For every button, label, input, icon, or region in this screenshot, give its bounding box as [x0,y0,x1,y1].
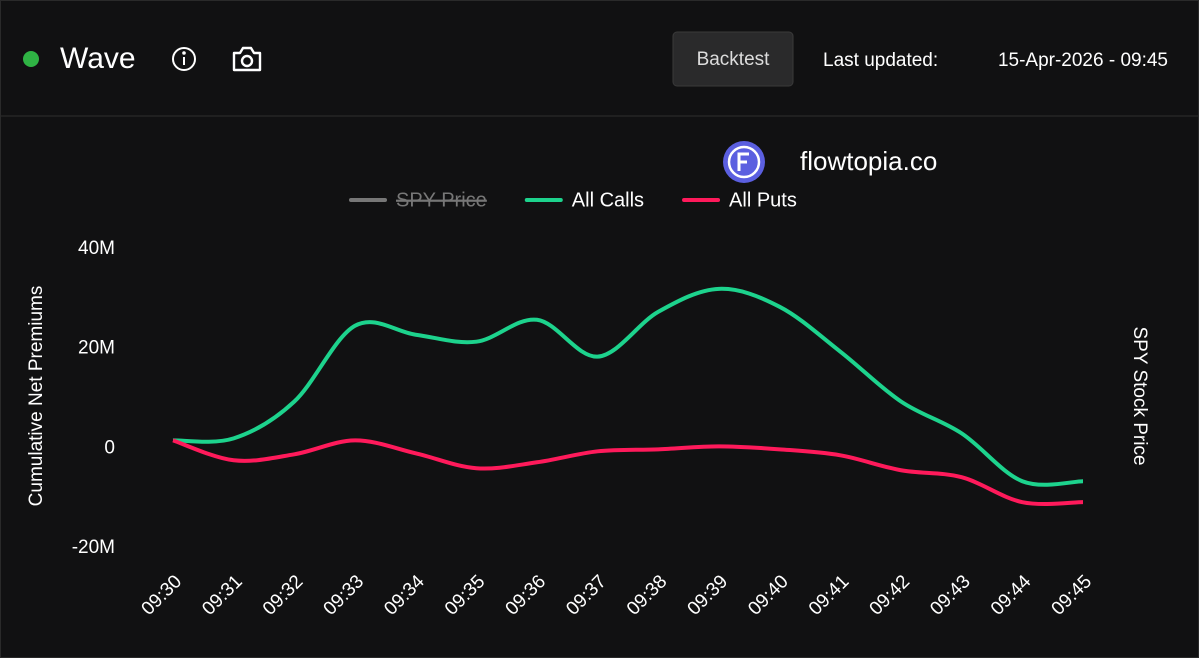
y-tick-label: -20M [72,537,115,558]
camera-icon[interactable] [232,46,262,72]
backtest-button[interactable] [672,31,794,87]
backtest-label[interactable]: Backtest [697,49,771,70]
x-tick-label: 09:35 [441,571,489,619]
x-tick-label: 09:34 [380,571,429,620]
y-axis-label: Cumulative Net Premiums [26,286,47,507]
x-tick-label: 09:37 [562,571,610,619]
x-tick-label: 09:39 [684,571,732,619]
status-dot [23,51,39,67]
brand-logo [723,141,765,183]
x-tick-label: 09:45 [1048,571,1096,619]
x-tick-label: 09:38 [623,571,671,619]
x-tick-label: 09:41 [805,571,853,619]
x-tick-label: 09:44 [987,571,1036,620]
updated-value: 15-Apr-2026 - 09:45 [998,50,1168,71]
brand-name: flowtopia.co [800,146,937,176]
series-line [172,286,1084,487]
y-tick-label: 20M [78,338,115,359]
title: Wave [60,42,136,75]
x-tick-label: 09:42 [866,571,914,619]
updated-label: Last updated: [823,50,938,71]
legend-label: All Calls [572,189,644,211]
x-tick-label: 09:40 [744,571,792,619]
y-tick-label: 0 [104,437,115,458]
y2-axis-label: SPY Stock Price [1129,326,1150,465]
y-tick-label: 40M [78,238,115,259]
x-tick-label: 09:30 [138,571,186,619]
legend-label: All Puts [729,189,797,211]
info-icon[interactable] [172,47,196,71]
x-tick-label: 09:31 [198,571,246,619]
x-tick-label: 09:33 [320,571,368,619]
x-tick-label: 09:32 [259,571,307,619]
series-line [172,438,1084,506]
x-tick-label: 09:43 [926,571,974,619]
x-tick-label: 09:36 [502,571,550,619]
